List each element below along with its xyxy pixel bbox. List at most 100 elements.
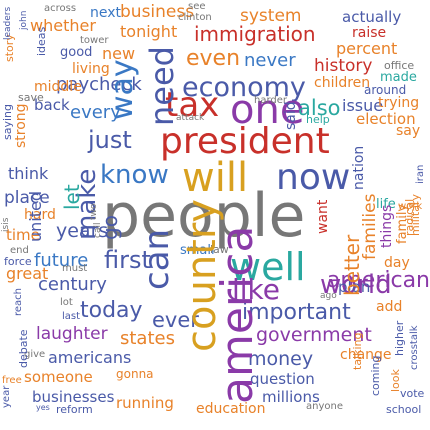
word: place [4,188,50,208]
word: actually [342,8,402,26]
word: government [256,324,372,346]
word: living [72,61,110,77]
word: law [210,243,229,256]
word: percent [336,39,398,58]
word: time [6,226,40,244]
word: clinton [178,12,212,23]
word: isis [1,217,11,232]
word: future [34,250,89,271]
word: school [386,403,422,416]
word: will [182,155,249,201]
word: say [396,123,421,139]
word: states [120,328,175,349]
word: help [306,113,330,126]
word: give [24,349,46,360]
word: reach [13,287,24,316]
word: trying [378,95,420,111]
word: vote [400,387,425,400]
word: radical [403,198,416,236]
word: around [364,83,407,97]
word: today [80,298,143,323]
word: change [340,347,392,363]
word: new [102,44,136,63]
word: saying [1,104,14,140]
word: america [212,225,263,404]
word: millions [262,388,320,406]
word: important [242,300,351,325]
word: need [143,46,181,126]
word: money [248,348,314,370]
word: want [315,199,331,234]
word: system [240,6,302,26]
word: tax [165,85,220,125]
word: back [34,96,70,114]
word: end [10,245,29,256]
word: things [379,204,395,248]
word: coming [369,355,382,396]
word: now [276,157,351,198]
word: higher [393,320,406,356]
word: children [314,75,371,91]
word: century [38,274,107,295]
word: made [380,70,417,85]
word: americans [48,348,132,367]
word: question [250,370,315,388]
word: across [44,3,77,14]
word: strong [13,103,29,148]
word: just [88,126,132,154]
word: issue [342,96,384,115]
word: look [389,369,402,392]
word: year [1,385,12,408]
word: running [116,394,174,412]
word: can [137,228,177,290]
word: two [89,203,99,220]
word: add [376,299,403,315]
word: last [62,311,81,322]
word: tonight [120,22,178,41]
word: let [60,184,84,210]
word: must [62,263,88,274]
word: crosstalk [409,325,420,370]
word: lot [60,297,73,308]
word: president [160,121,330,162]
word: great [6,264,49,283]
word: years [56,220,109,242]
word: go [98,215,122,240]
word: middle [34,79,82,95]
word: world [320,270,392,300]
word: anyone [306,401,343,412]
word: yes [36,403,50,412]
word: nation [351,145,367,190]
word: hard [24,207,56,223]
word: raise [352,25,387,41]
word: force [4,255,32,268]
word: american [326,268,430,293]
word: small [180,243,215,258]
word: reform [56,403,93,416]
word: united [26,191,45,242]
word: day [384,255,410,271]
word: never [244,50,296,71]
word: first [104,246,151,274]
word: think [8,164,49,183]
word: ideas [35,26,48,56]
word: iran [415,164,426,184]
word: john [19,10,29,30]
word: next [90,5,122,21]
word: laughter [36,324,108,344]
word: paycheck [56,74,142,95]
word: see [188,1,206,12]
word: work [398,201,423,212]
word: immigration [194,22,316,46]
word: people [102,181,306,251]
word: businesses [32,388,115,406]
word: also [298,96,341,120]
word: ago [320,291,337,301]
word: well [230,245,306,289]
word: plan [338,278,371,296]
word: know [100,160,169,190]
word: education [196,401,266,417]
word: talking [351,332,364,371]
word: tower [80,35,109,46]
